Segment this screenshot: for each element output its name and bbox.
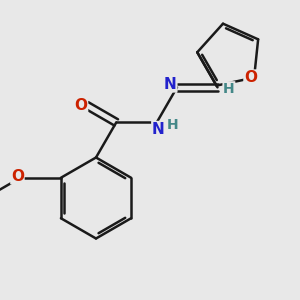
Text: O: O: [74, 98, 88, 113]
Text: N: N: [164, 77, 177, 92]
Text: O: O: [11, 169, 24, 184]
Text: O: O: [244, 70, 257, 85]
Text: H: H: [167, 118, 178, 132]
Text: H: H: [223, 82, 235, 96]
Text: N: N: [152, 122, 165, 136]
